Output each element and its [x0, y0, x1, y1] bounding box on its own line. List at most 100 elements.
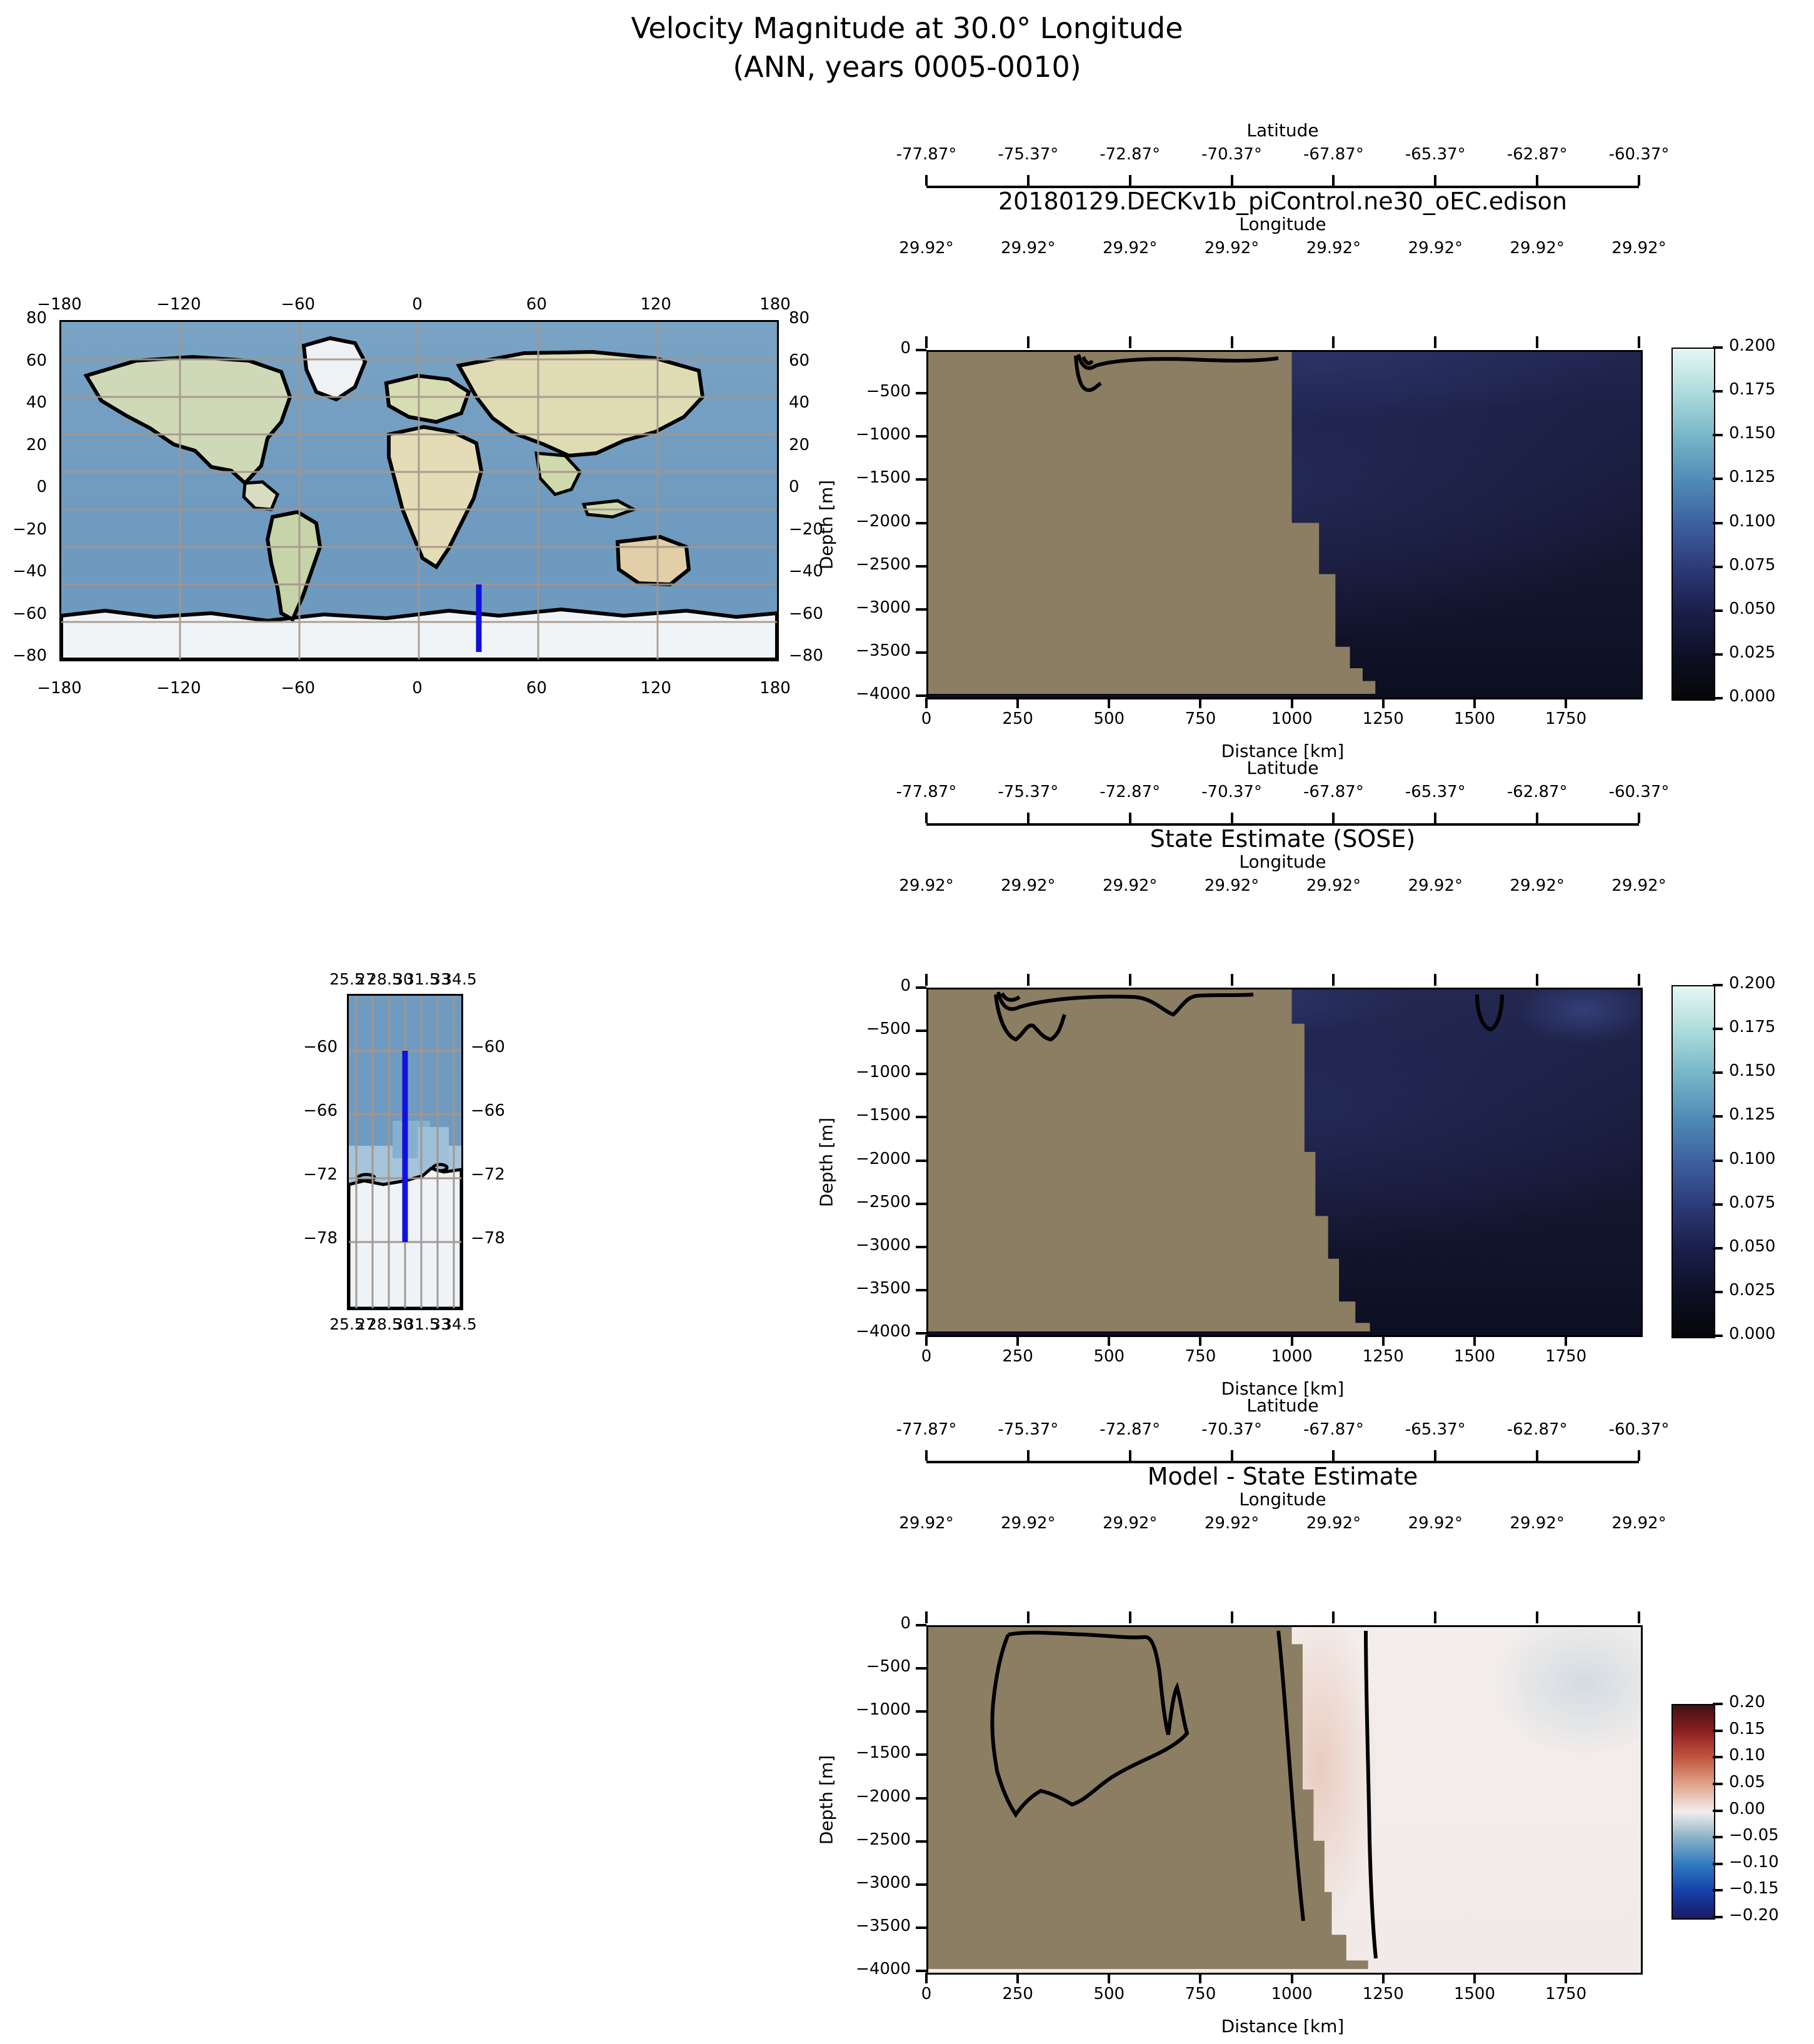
- longitude-tick-model-2: 29.92°: [1102, 239, 1158, 258]
- latitude-tickmark-model-4: [1332, 175, 1335, 186]
- region-map-ytick-left-0: −60: [303, 1038, 338, 1056]
- colorbar-tickmark-sose-5: [1713, 1203, 1723, 1206]
- world-map-ytick-left-1: 60: [26, 351, 47, 370]
- colorbar-tick-sose-6: 0.050: [1729, 1236, 1776, 1256]
- contour-lines-diff: [990, 1630, 1378, 1959]
- bathymetry-mask-sose: [928, 989, 1637, 1331]
- region-map-ytick-right-2: −72: [471, 1165, 505, 1184]
- longitude-tick-diff-2: 29.92°: [1102, 1514, 1158, 1533]
- contour-lines-model: [1074, 354, 1279, 392]
- longitude-tick-diff-6: 29.92°: [1510, 1514, 1565, 1533]
- distance-tickmark-sose-3: [1199, 1335, 1202, 1346]
- distance-tick-model-4: 1000: [1271, 709, 1313, 728]
- depth-tick-sose-3: −1500: [856, 1106, 911, 1125]
- longitude-tickmark-sose-2: [1128, 974, 1131, 986]
- latitude-tickmark-sose-5: [1434, 813, 1437, 823]
- region-map-xtick-top-3: 30: [393, 970, 413, 988]
- colorbar-model[interactable]: [1671, 348, 1715, 701]
- depth-tickmark-diff-1: [916, 1667, 926, 1670]
- distance-tickmark-model-5: [1381, 698, 1385, 708]
- axis-label-distance-model: Distance [km]: [1221, 741, 1345, 761]
- world-map-xtick-bottom-0: −180: [37, 679, 82, 698]
- world-map-ytick-left-3: 20: [26, 435, 47, 454]
- distance-tick-sose-6: 1500: [1453, 1347, 1495, 1366]
- depth-tickmark-diff-0: [916, 1624, 926, 1626]
- plot-area-diff[interactable]: [926, 1625, 1643, 1975]
- colorbar-tickmark-diff-5: [1713, 1836, 1723, 1839]
- distance-tick-model-6: 1500: [1453, 709, 1495, 728]
- bathymetry-mask-diff: [928, 1627, 1637, 1969]
- latitude-tick-diff-3: -70.37°: [1201, 1420, 1262, 1439]
- longitude-tick-diff-3: 29.92°: [1204, 1514, 1260, 1533]
- colorbar-tickmark-model-0: [1713, 346, 1723, 349]
- colorbar-tickmark-sose-2: [1713, 1071, 1723, 1075]
- world-map-xtick-bottom-6: 180: [759, 679, 791, 698]
- world-map-xtick-top-3: 0: [412, 295, 423, 314]
- longitude-tickmark-sose-6: [1536, 974, 1539, 986]
- colorbar-tick-sose-3: 0.125: [1729, 1105, 1776, 1125]
- world-map-ytick-right-4: 0: [789, 478, 799, 496]
- distance-tickmark-sose-1: [1016, 1335, 1020, 1346]
- region-map-canvas[interactable]: [347, 994, 463, 1310]
- latitude-tick-sose-5: -65.37°: [1405, 783, 1466, 801]
- world-map-ytick-left-0: 80: [26, 309, 47, 328]
- depth-tickmark-diff-7: [916, 1926, 926, 1929]
- depth-tickmark-sose-4: [916, 1159, 926, 1162]
- colorbar-sose[interactable]: [1671, 985, 1715, 1338]
- colorbar-tickmark-sose-6: [1713, 1246, 1723, 1250]
- depth-tickmark-diff-8: [916, 1970, 926, 1972]
- region-map-xtick-bottom-3: 30: [393, 1315, 413, 1333]
- suptitle-line-1: Velocity Magnitude at 30.0° Longitude: [631, 11, 1183, 45]
- longitude-tickmark-diff-2: [1128, 1611, 1131, 1623]
- distance-tickmark-model-0: [925, 698, 928, 708]
- colorbar-tickmark-diff-2: [1713, 1756, 1723, 1759]
- region-zoom-map[interactable]: 25.5 25.5 27 27 28.5 28.5 30 30 31.5 31.5 33 33 34.5…: [288, 956, 556, 1344]
- depth-tickmark-model-3: [916, 478, 926, 481]
- plot-area-sose[interactable]: [926, 988, 1643, 1337]
- world-locator-map[interactable]: −180 −180 −120 −120 −60 −60 0 0 60 60 120 120 180 180…: [13, 295, 823, 698]
- depth-tick-diff-5: −2500: [856, 1830, 911, 1849]
- depth-tickmark-sose-5: [916, 1202, 926, 1205]
- latitude-tickmark-diff-5: [1434, 1450, 1437, 1461]
- latitude-axis-spine-sose: [926, 823, 1639, 826]
- colorbar-tick-sose-0: 0.200: [1729, 974, 1776, 993]
- world-map-ytick-right-2: 40: [789, 393, 810, 412]
- depth-tickmark-model-8: [916, 694, 926, 697]
- depth-tick-diff-6: −3000: [856, 1873, 911, 1892]
- longitude-tick-diff-0: 29.92°: [899, 1514, 954, 1533]
- depth-tick-sose-1: −500: [866, 1019, 911, 1039]
- world-map-xtick-bottom-3: 0: [412, 679, 423, 698]
- distance-tick-sose-1: 250: [1002, 1347, 1033, 1366]
- latitude-tickmark-sose-0: [925, 813, 928, 823]
- latitude-axis-spine-diff: [926, 1461, 1639, 1463]
- world-map-canvas[interactable]: [59, 320, 779, 661]
- latitude-tickmark-model-3: [1230, 175, 1233, 186]
- colorbar-tickmark-sose-4: [1713, 1159, 1723, 1162]
- distance-tick-model-7: 1750: [1545, 709, 1587, 728]
- longitude-tickmark-model-5: [1434, 336, 1437, 348]
- plot-area-model[interactable]: [926, 350, 1643, 699]
- distance-tickmark-diff-7: [1565, 1973, 1568, 1983]
- region-map-ytick-left-2: −72: [303, 1165, 338, 1184]
- depth-tickmark-sose-7: [916, 1288, 926, 1291]
- region-map-xtick-bottom-6: 34.5: [442, 1315, 477, 1333]
- colorbar-diff[interactable]: [1671, 1704, 1715, 1920]
- depth-tick-model-5: −2500: [856, 554, 911, 574]
- colorbar-tickmark-diff-7: [1713, 1889, 1723, 1892]
- colorbar-tick-sose-7: 0.025: [1729, 1280, 1776, 1300]
- distance-tick-diff-6: 1500: [1453, 1985, 1495, 2003]
- panel-title-sose: State Estimate (SOSE): [1150, 825, 1416, 853]
- latitude-tick-sose-2: -72.87°: [1100, 783, 1161, 801]
- colorbar-tick-diff-8: −0.20: [1729, 1906, 1779, 1925]
- colorbar-tick-diff-6: −0.10: [1729, 1852, 1779, 1871]
- colorbar-tickmark-diff-0: [1713, 1703, 1723, 1705]
- world-map-ytick-left-2: 40: [26, 393, 47, 412]
- latitude-tickmark-diff-2: [1128, 1450, 1131, 1461]
- depth-tickmark-sose-1: [916, 1030, 926, 1033]
- distance-tickmark-diff-0: [925, 1973, 928, 1983]
- world-map-ytick-right-8: −80: [789, 646, 823, 665]
- depth-tickmark-model-1: [916, 392, 926, 395]
- distance-tickmark-model-4: [1290, 698, 1293, 708]
- depth-tick-diff-1: −500: [866, 1657, 911, 1676]
- distance-tick-model-2: 500: [1093, 709, 1125, 728]
